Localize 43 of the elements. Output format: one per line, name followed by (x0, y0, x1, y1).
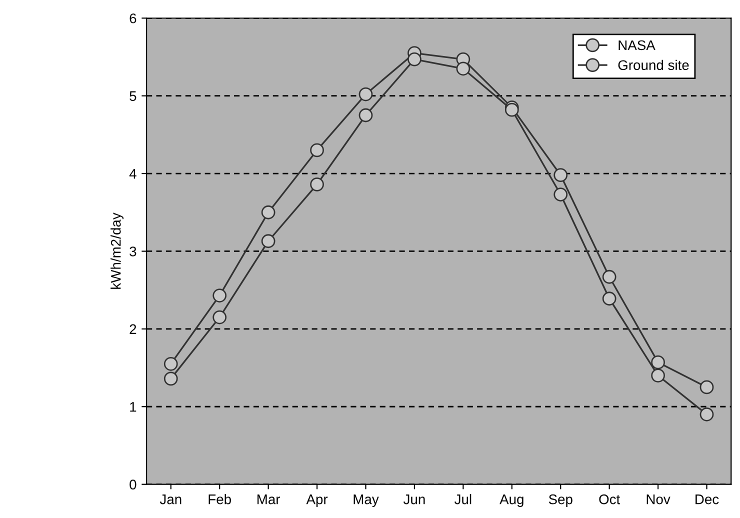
point (651, 368, 665, 382)
x-tick-label: Sep (548, 494, 572, 507)
point (212, 310, 227, 324)
x-tick-label: Jan (160, 494, 182, 504)
point (164, 372, 178, 386)
y-tick-label: 3 (130, 246, 136, 256)
y-tick-label: 1 (130, 402, 136, 412)
point (212, 288, 227, 302)
x-tick-label: Oct (599, 494, 620, 504)
point (358, 108, 373, 122)
point (651, 355, 665, 370)
legend-label: Ground site (618, 60, 689, 70)
point (358, 87, 373, 102)
point (261, 205, 276, 220)
point (408, 52, 422, 66)
point (554, 188, 568, 202)
point (602, 292, 616, 306)
point (700, 407, 714, 422)
x-tick-label: May (354, 494, 379, 507)
x-tick-label: Aug (500, 494, 524, 507)
y-tick-label: 2 (130, 324, 136, 334)
point (164, 356, 178, 371)
x-tick-label: Jul (454, 494, 472, 504)
y-tick-label: 0 (130, 480, 136, 490)
x-tick-label: Dec (696, 494, 719, 504)
point (554, 168, 568, 182)
legend-label: NASA (618, 40, 656, 50)
point (456, 62, 470, 76)
x-tick-label: Nov (646, 494, 670, 504)
point (602, 270, 616, 284)
x-tick-label: Jun (403, 494, 425, 504)
x-tick-label: Apr (306, 494, 328, 507)
point (261, 234, 276, 248)
point (700, 380, 714, 394)
point (310, 177, 324, 192)
y-tick-label: 6 (130, 13, 136, 24)
y-tick-label: 5 (130, 91, 136, 101)
x-tick-label: Mar (257, 494, 280, 504)
x-tick-label: Feb (208, 494, 231, 504)
y-axis-title: kWh/m2/day (110, 212, 124, 289)
point (310, 143, 324, 158)
point (504, 102, 519, 117)
y-tick-label: 4 (129, 169, 136, 179)
